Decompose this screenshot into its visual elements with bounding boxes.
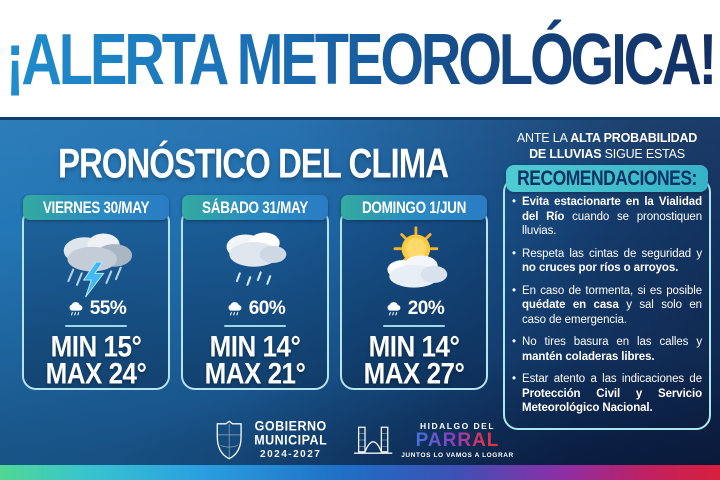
- min-temp: MIN 14°: [368, 328, 460, 364]
- day-label: SÁBADO 31/MAY: [202, 198, 308, 217]
- recommendations-banner-label: RECOMENDACIONES:: [517, 166, 697, 191]
- government-line2: MUNICIPAL: [254, 431, 328, 448]
- max-temp: MAX 21°: [204, 355, 306, 391]
- government-label: GOBIERNO MUNICIPAL 2024-2027: [254, 418, 328, 460]
- divider: [65, 325, 127, 327]
- body-background: PRONÓSTICO DEL CLIMA VIERNES 30/MAY: [0, 117, 720, 480]
- rain-probability: 20%: [407, 298, 445, 319]
- day-label: DOMINGO 1/JUN: [361, 198, 467, 217]
- intro-line-2: DE LLUVIAS SIGUE ESTAS: [529, 146, 685, 161]
- forecast-cards: VIERNES 30/MAY: [22, 195, 488, 390]
- alert-title: ¡ALERTA METEOROLÓGICA!: [5, 17, 718, 100]
- government-line1: GOBIERNO: [254, 418, 327, 434]
- day-banner: VIERNES 30/MAY: [23, 195, 169, 220]
- rain-cloud-icon: [69, 302, 83, 316]
- recommendation-item: Estar atento a las indicaciones de Prote…: [512, 372, 702, 415]
- max-temp: MAX 27°: [363, 355, 465, 391]
- day-card-friday: VIERNES 30/MAY: [22, 195, 170, 390]
- parral-bridge-icon: [354, 426, 393, 454]
- recommendations-panel: ANTE LA ALTA PROBABILIDAD DE LLUVIAS SIG…: [503, 131, 711, 430]
- government-term: 2024-2027: [260, 449, 322, 460]
- sun-behind-cloud-icon: [387, 226, 448, 288]
- header: ¡ALERTA METEOROLÓGICA!: [0, 0, 720, 117]
- recommendations-box: RECOMENDACIONES: Evita estacionarte en l…: [503, 165, 711, 430]
- city-logo: HIDALGO DEL PARRAL JUNTOS LO VAMOS A LOG…: [353, 419, 514, 461]
- rain-probability-row: 20%: [384, 298, 445, 320]
- min-temp: MIN 14°: [209, 328, 301, 364]
- storm-cloud-lightning-icon: [63, 233, 133, 298]
- divider: [224, 325, 286, 327]
- recommendation-item: Respeta las cintas de seguridad y no cru…: [512, 247, 702, 276]
- day-card-saturday: SÁBADO 31/MAY: [181, 195, 329, 390]
- intro-line-1: ANTE LA ALTA PROBABILIDAD: [516, 131, 698, 145]
- rain-cloud-icon: [387, 302, 401, 316]
- city-label: HIDALGO DEL PARRAL JUNTOS LO VAMOS A LOG…: [401, 421, 514, 459]
- divider: [383, 325, 445, 327]
- day-banner: SÁBADO 31/MAY: [182, 195, 328, 220]
- day-label: VIERNES 30/MAY: [42, 198, 150, 217]
- government-logo: GOBIERNO MUNICIPAL 2024-2027: [212, 418, 327, 462]
- rain-probability-row: 60%: [225, 298, 286, 320]
- municipal-crest-icon: [216, 420, 242, 460]
- rain-probability: 60%: [248, 298, 286, 319]
- rainbow-bar: [0, 465, 720, 480]
- rain-probability-row: 55%: [66, 298, 127, 320]
- recommendations-intro: ANTE LA ALTA PROBABILIDAD DE LLUVIAS SIG…: [503, 131, 711, 162]
- rain-probability: 55%: [89, 298, 127, 319]
- day-banner: DOMINGO 1/JUN: [341, 195, 487, 220]
- city-slogan: JUNTOS LO VAMOS A LOGRAR: [401, 451, 514, 459]
- rain-cloud-icon: [226, 232, 287, 286]
- recommendation-item: Evita estacionarte en la Vialidad del Rí…: [512, 195, 702, 238]
- recommendation-item: No tires basura en las calles y mantén c…: [512, 335, 702, 364]
- recommendation-item: En caso de tormenta, si es posible quéda…: [512, 284, 702, 327]
- forecast-title: PRONÓSTICO DEL CLIMA: [57, 140, 449, 187]
- rain-cloud-icon: [228, 302, 242, 316]
- city-line1: HIDALGO DEL: [419, 421, 496, 432]
- day-card-box: 20% MIN 14° MAX 27°: [340, 208, 488, 390]
- day-card-box: 55% MIN 15° MAX 24°: [22, 208, 170, 390]
- day-card-box: 60% MIN 14° MAX 21°: [181, 208, 329, 390]
- max-temp: MAX 24°: [45, 355, 147, 391]
- parral-wordmark: PARRAL: [415, 430, 500, 452]
- recommendations-banner: RECOMENDACIONES:: [506, 165, 708, 193]
- day-card-sunday: DOMINGO 1/JUN: [340, 195, 488, 390]
- recommendations-list: Evita estacionarte en la Vialidad del Rí…: [512, 195, 702, 415]
- footer-logos: GOBIERNO MUNICIPAL 2024-2027: [212, 418, 514, 462]
- min-temp: MIN 15°: [50, 328, 142, 364]
